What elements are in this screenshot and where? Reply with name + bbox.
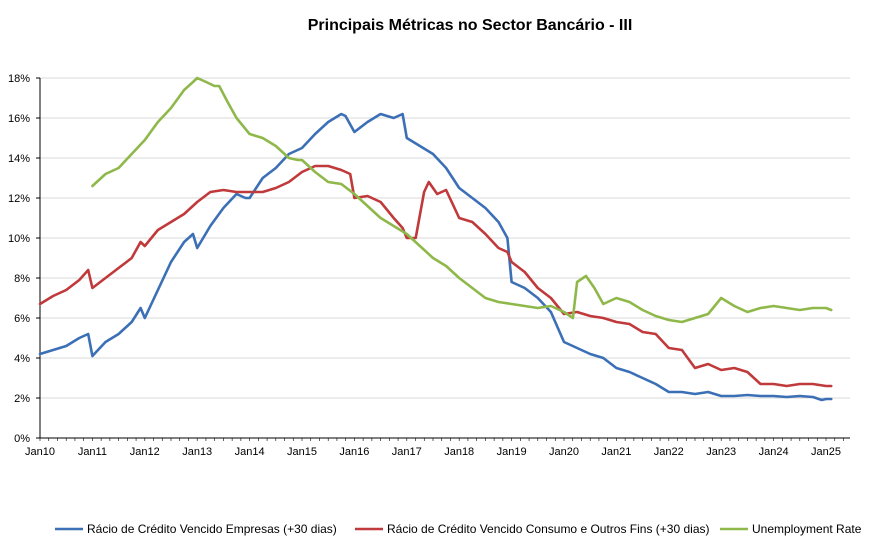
x-tick-label: Jan17 [392, 446, 422, 458]
y-tick-label: 4% [14, 353, 30, 365]
y-tick-label: 12% [8, 193, 30, 205]
axes [36, 77, 850, 441]
y-tick-label: 0% [14, 433, 30, 445]
y-tick-label: 14% [8, 153, 30, 165]
x-tick-label: Jan14 [235, 446, 265, 458]
x-tick-label: Jan25 [811, 446, 841, 458]
x-tick-label: Jan23 [706, 446, 736, 458]
series-line-1 [38, 112, 833, 402]
x-tick-label: Jan12 [130, 446, 160, 458]
x-tick-label: Jan24 [759, 446, 789, 458]
y-tick-label: 10% [8, 233, 30, 245]
x-tick-label: Jan15 [287, 446, 317, 458]
gridlines [40, 77, 850, 399]
legend: Rácio de Crédito Vencido Empresas (+30 d… [55, 522, 862, 536]
y-tick-label: 18% [8, 73, 30, 85]
plot-lines [38, 76, 833, 402]
x-tick-label: Jan16 [339, 446, 369, 458]
y-tick-label: 8% [14, 273, 30, 285]
y-tick-label: 16% [8, 113, 30, 125]
legend-label-2: Rácio de Crédito Vencido Consumo e Outro… [387, 522, 710, 536]
series-line-2 [38, 164, 833, 388]
x-tick-label: Jan11 [78, 446, 107, 458]
series-line-3 [91, 76, 833, 324]
x-axis-ticks: Jan10 Jan11 Jan12 Jan13 Jan14 Jan15 Jan16 Jan17… [25, 446, 841, 458]
x-tick-label: Jan22 [654, 446, 684, 458]
x-tick-label: Jan18 [444, 446, 474, 458]
x-tick-label: Jan20 [549, 446, 579, 458]
y-axis-ticks: 0% 2% 4% 6% 8% 10% 12% 14% 16% 18% [8, 73, 30, 445]
x-tick-label: Jan13 [182, 446, 212, 458]
legend-label-3: Unemployment Rate [752, 522, 862, 536]
y-tick-label: 6% [14, 313, 30, 325]
x-tick-label: Jan21 [601, 446, 631, 458]
x-tick-label: Jan19 [497, 446, 527, 458]
y-tick-label: 2% [14, 393, 30, 405]
chart-title: Principais Métricas no Sector Bancário -… [308, 17, 633, 34]
x-tick-label: Jan10 [25, 446, 55, 458]
legend-label-1: Rácio de Crédito Vencido Empresas (+30 d… [87, 522, 337, 536]
